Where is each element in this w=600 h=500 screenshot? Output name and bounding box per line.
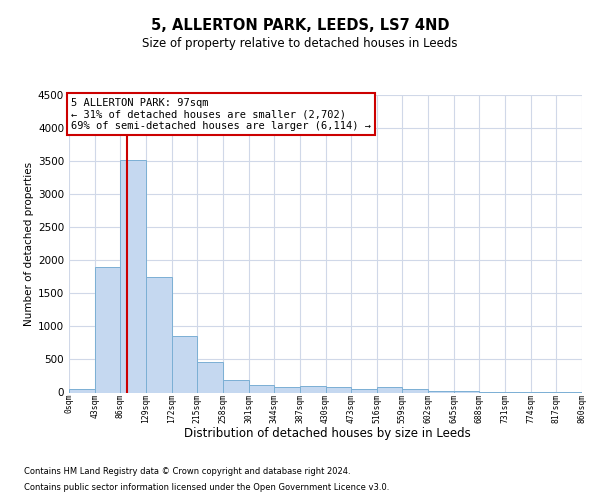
Bar bbox=[248, 386, 274, 392]
Text: 5 ALLERTON PARK: 97sqm
← 31% of detached houses are smaller (2,702)
69% of semi-: 5 ALLERTON PARK: 97sqm ← 31% of detached… bbox=[71, 98, 371, 131]
Bar bbox=[403, 389, 428, 392]
Bar bbox=[274, 387, 300, 392]
Bar bbox=[223, 380, 248, 392]
Y-axis label: Number of detached properties: Number of detached properties bbox=[24, 162, 34, 326]
Bar bbox=[197, 362, 223, 392]
Text: Size of property relative to detached houses in Leeds: Size of property relative to detached ho… bbox=[142, 38, 458, 51]
Text: Contains HM Land Registry data © Crown copyright and database right 2024.: Contains HM Land Registry data © Crown c… bbox=[24, 468, 350, 476]
Bar bbox=[377, 388, 403, 392]
Text: 5, ALLERTON PARK, LEEDS, LS7 4ND: 5, ALLERTON PARK, LEEDS, LS7 4ND bbox=[151, 18, 449, 32]
Text: Contains public sector information licensed under the Open Government Licence v3: Contains public sector information licen… bbox=[24, 482, 389, 492]
Bar bbox=[95, 267, 121, 392]
Bar bbox=[172, 336, 197, 392]
Bar bbox=[454, 390, 479, 392]
Bar bbox=[428, 390, 454, 392]
Bar bbox=[121, 160, 146, 392]
Bar bbox=[146, 277, 172, 392]
Bar bbox=[300, 386, 325, 392]
Bar bbox=[69, 389, 95, 392]
Bar bbox=[325, 388, 351, 392]
Bar bbox=[351, 389, 377, 392]
Text: Distribution of detached houses by size in Leeds: Distribution of detached houses by size … bbox=[184, 428, 470, 440]
